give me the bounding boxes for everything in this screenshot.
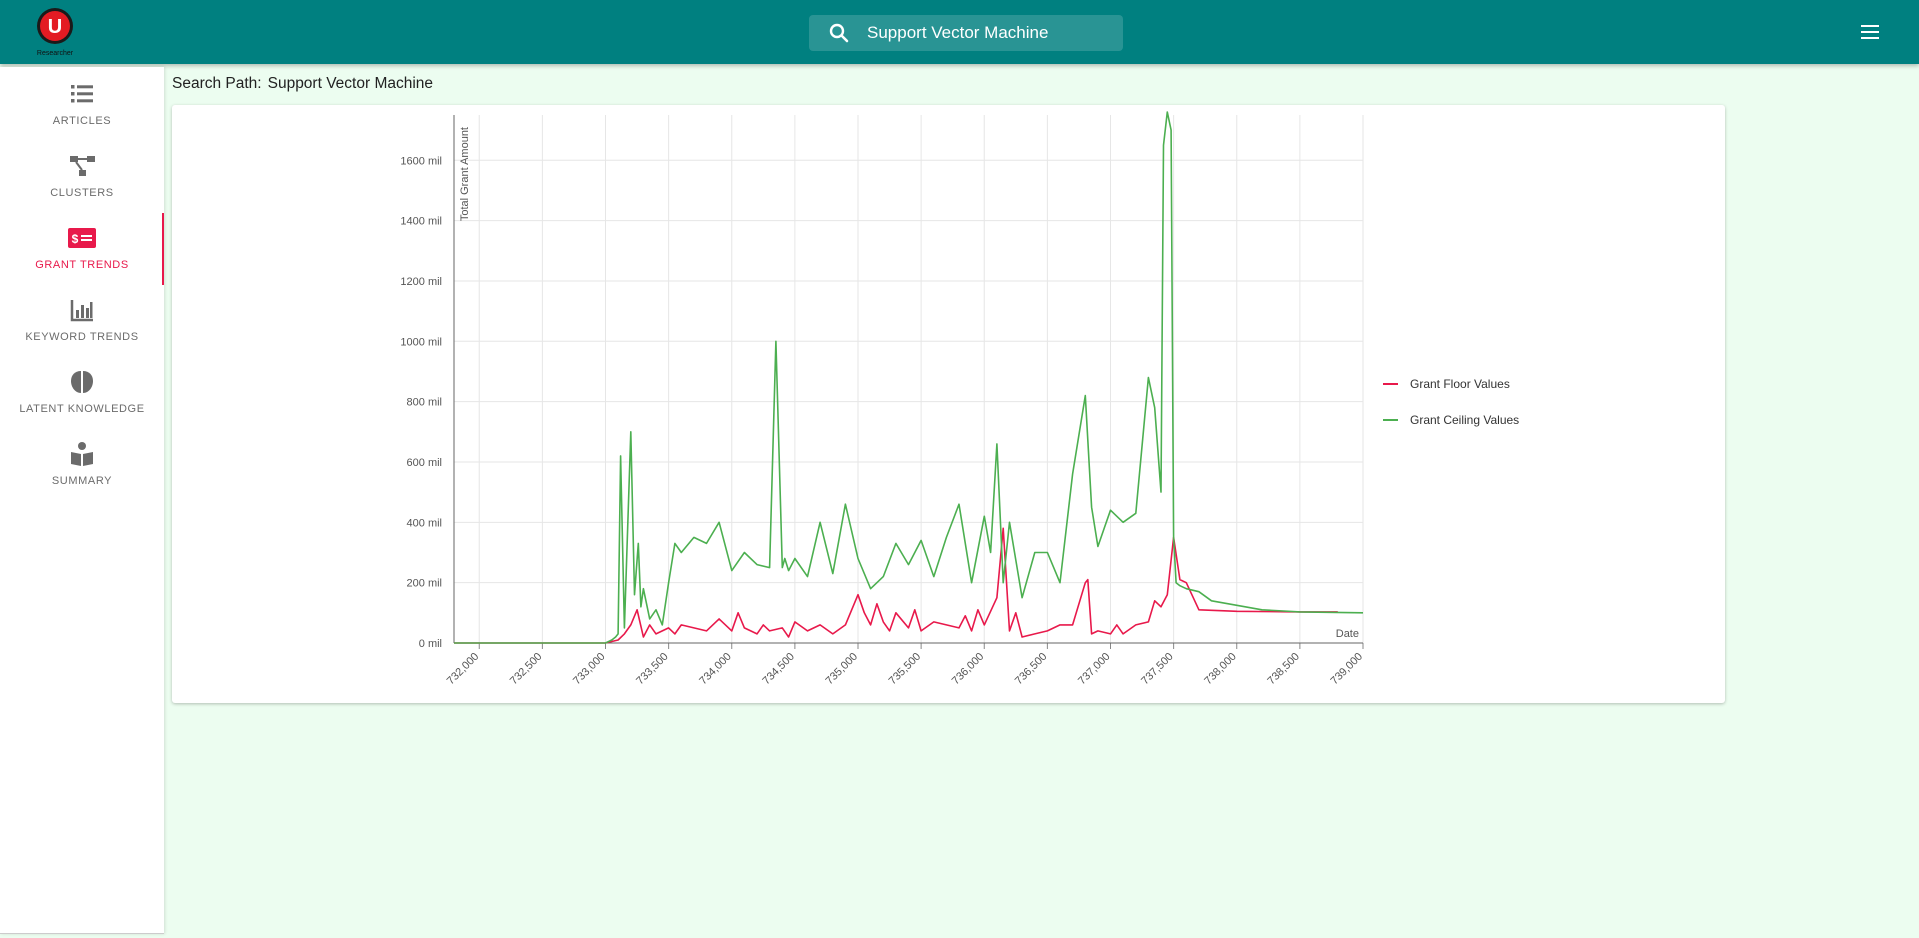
y-tick-label: 1400 mil xyxy=(400,216,442,228)
chart-grid xyxy=(454,115,1364,644)
list-icon xyxy=(71,85,93,103)
x-tick-label: 739,000 xyxy=(1329,651,1366,688)
x-tick-label: 735,500 xyxy=(887,651,924,688)
x-tick-label: 737,000 xyxy=(1076,651,1113,688)
series-line-grant-ceiling xyxy=(454,111,1364,644)
sidebar-item-label: ARTICLES xyxy=(52,115,112,127)
x-tick-label: 733,000 xyxy=(571,651,608,688)
legend-swatch-floor xyxy=(1383,383,1398,385)
x-tick-label: 736,500 xyxy=(1013,651,1050,688)
svg-text:$: $ xyxy=(72,232,79,246)
svg-text:U: U xyxy=(48,16,62,38)
x-tick-label: 735,000 xyxy=(824,651,861,688)
y-axis-title: Total Grant Amount xyxy=(459,127,471,221)
sidebar-item-label: SUMMARY xyxy=(51,475,113,487)
chart-legend: Grant Floor Values Grant Ceiling Values xyxy=(1383,374,1519,446)
search-path: Search Path: Support Vector Machine xyxy=(172,75,439,93)
y-tick-label: 400 mil xyxy=(407,517,442,529)
chart-series xyxy=(454,111,1364,644)
x-tick-label: 738,000 xyxy=(1202,651,1239,688)
bar-chart-icon xyxy=(70,300,93,322)
sidebar-item-clusters[interactable]: CLUSTERS xyxy=(0,141,164,213)
y-tick-label: 200 mil xyxy=(407,578,442,590)
legend-label-ceiling: Grant Ceiling Values xyxy=(1410,413,1520,427)
sidebar-item-label: LATENT KNOWLEDGE xyxy=(19,403,145,415)
x-tick-label: 736,000 xyxy=(950,651,987,688)
sidebar-item-keyword-trends[interactable]: KEYWORD TRENDS xyxy=(0,285,164,357)
sidebar-item-latent-knowledge[interactable]: LATENT KNOWLEDGE xyxy=(0,357,164,429)
dollar-icon: $ xyxy=(68,228,96,248)
y-tick-label: 1200 mil xyxy=(400,276,442,288)
chart-axes: 0 mil 200 mil 400 mil 600 mil 800 mil 1000 mi… xyxy=(400,115,1365,687)
x-tick-label: 738,500 xyxy=(1265,651,1302,688)
app-logo[interactable]: U Researcher xyxy=(32,6,78,58)
y-tick-label: 600 mil xyxy=(407,457,442,469)
search-input[interactable]: Support Vector Machine xyxy=(867,23,1049,42)
x-tick-label: 737,500 xyxy=(1139,651,1176,688)
legend-label-floor: Grant Floor Values xyxy=(1410,377,1510,391)
sidebar-item-summary[interactable]: SUMMARY xyxy=(0,429,164,501)
cluster-icon xyxy=(70,156,95,176)
legend-item-ceiling[interactable]: Grant Ceiling Values xyxy=(1383,410,1519,430)
legend-item-floor[interactable]: Grant Floor Values xyxy=(1383,374,1519,394)
hamburger-menu-icon[interactable] xyxy=(1858,20,1882,44)
logo-wordmark: Researcher xyxy=(37,50,74,57)
search-bar[interactable]: Support Vector Machine xyxy=(809,15,1123,51)
y-tick-label: 1600 mil xyxy=(400,155,442,167)
grant-trends-chart: 0 mil 200 mil 400 mil 600 mil 800 mil 1000 mi… xyxy=(400,111,1365,687)
sidebar-item-label: GRANT TRENDS xyxy=(35,259,129,271)
grant-trends-chart-card: 0 mil 200 mil 400 mil 600 mil 800 mil 1000 mi… xyxy=(172,105,1725,703)
book-reader-icon xyxy=(71,442,93,466)
top-app-bar: U Researcher Support Vector Machine xyxy=(0,0,1919,64)
sidebar-item-grant-trends[interactable]: $ GRANT TRENDS xyxy=(0,213,164,285)
search-path-label: Search Path: xyxy=(172,75,262,92)
y-tick-label: 800 mil xyxy=(407,397,442,409)
x-tick-label: 734,500 xyxy=(760,651,797,688)
x-tick-label: 734,000 xyxy=(697,651,734,688)
sidebar-item-articles[interactable]: ARTICLES xyxy=(0,69,164,141)
search-icon xyxy=(829,23,849,43)
legend-swatch-ceiling xyxy=(1383,419,1398,421)
x-tick-label: 732,000 xyxy=(445,651,482,688)
x-axis-title: Date xyxy=(1336,628,1359,640)
x-tick-label: 733,500 xyxy=(634,651,671,688)
brain-icon xyxy=(71,371,93,393)
series-line-grant-floor xyxy=(454,527,1338,644)
sidebar-item-label: CLUSTERS xyxy=(50,187,114,199)
y-tick-label: 1000 mil xyxy=(400,336,442,348)
y-tick-label: 0 mil xyxy=(419,638,442,650)
sidebar-item-label: KEYWORD TRENDS xyxy=(25,331,139,343)
search-path-value: Support Vector Machine xyxy=(267,75,434,92)
sidebar-nav: ARTICLES CLUSTERS $ GRANT TRENDS KEYWORD… xyxy=(0,67,164,934)
x-tick-label: 732,500 xyxy=(508,651,545,688)
